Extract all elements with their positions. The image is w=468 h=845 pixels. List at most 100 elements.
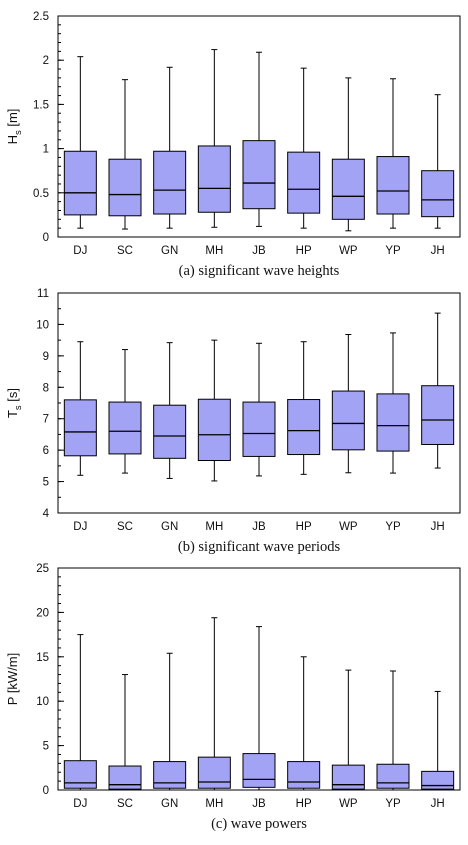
y-tick-label: 25 <box>36 563 49 575</box>
box-MH <box>197 49 231 228</box>
iqr-box <box>287 151 321 214</box>
x-tick-label: JH <box>431 245 445 257</box>
y-tick-label: 2 <box>43 55 49 67</box>
y-tick-label: 10 <box>36 319 49 331</box>
chart-panel-3: 0 5 10 15 20 25 P [kW/m] DJ SC GN MH JB HP WP YP JH (c) … <box>5 563 461 832</box>
y-tick-label: 2.5 <box>33 11 49 23</box>
x-tick-label: GN <box>161 521 178 533</box>
iqr-box <box>421 170 455 218</box>
iqr-box <box>242 140 276 210</box>
iqr-box <box>153 761 187 789</box>
box-HP <box>287 341 321 475</box>
iqr-box <box>63 399 97 457</box>
iqr-box <box>287 399 321 456</box>
box-YP <box>376 78 410 229</box>
box-GN <box>153 652 187 791</box>
y-tick-label: 20 <box>36 607 49 619</box>
y-tick-label: 0.5 <box>33 188 49 200</box>
box-SC <box>108 79 142 230</box>
y-axis-label: Ts [s] <box>5 388 24 418</box>
x-tick-label: MH <box>205 798 223 810</box>
box-MH <box>197 617 231 791</box>
box-WP <box>331 669 365 791</box>
box-HP <box>287 656 321 791</box>
y-tick-label: 15 <box>36 652 49 664</box>
y-tick-label: 4 <box>43 508 50 520</box>
y-tick-label: 8 <box>43 382 49 394</box>
x-tick-label: GN <box>161 798 178 810</box>
chart-caption: (a) significant wave heights <box>179 263 340 279</box>
y-tick-label: 11 <box>37 288 49 300</box>
box-JH <box>421 690 455 791</box>
iqr-box <box>421 770 455 790</box>
x-tick-label: JH <box>431 521 445 533</box>
iqr-box <box>197 145 231 213</box>
y-tick-label: 9 <box>43 351 49 363</box>
box-SC <box>108 674 142 791</box>
x-tick-label: YP <box>385 798 401 810</box>
iqr-box <box>108 765 142 790</box>
box-YP <box>376 670 410 791</box>
x-tick-label: YP <box>385 245 401 257</box>
iqr-box <box>287 761 321 789</box>
x-tick-label: DJ <box>73 245 87 257</box>
x-tick-label: MH <box>205 521 223 533</box>
box-GN <box>153 342 187 479</box>
x-tick-label: GN <box>161 245 178 257</box>
y-axis-label: Hs [m] <box>5 109 24 145</box>
y-tick-label: 7 <box>43 414 49 426</box>
y-tick-label: 5 <box>43 477 49 489</box>
iqr-box <box>376 393 410 452</box>
box-JB <box>242 51 276 227</box>
box-JB <box>242 626 276 791</box>
chart-caption: (b) significant wave periods <box>178 539 341 555</box>
box-HP <box>287 67 321 229</box>
x-tick-label: MH <box>205 245 223 257</box>
x-tick-label: WP <box>339 521 358 533</box>
box-WP <box>331 77 365 232</box>
x-tick-label: HP <box>296 521 312 533</box>
iqr-box <box>197 398 231 462</box>
iqr-box <box>153 404 187 459</box>
x-tick-label: SC <box>117 798 133 810</box>
y-tick-label: 5 <box>43 741 49 753</box>
x-tick-label: WP <box>339 245 358 257</box>
y-axis-label: P [kW/m] <box>5 653 20 705</box>
y-tick-label: 1 <box>43 144 49 156</box>
iqr-box <box>63 760 97 789</box>
x-tick-label: YP <box>385 521 401 533</box>
x-tick-label: WP <box>339 798 358 810</box>
x-tick-label: JB <box>252 798 266 810</box>
box-GN <box>153 66 187 229</box>
chart-caption: (c) wave powers <box>211 816 307 832</box>
iqr-box <box>197 756 231 789</box>
chart-panel-2: 4 5 6 7 8 9 10 11 Ts [s] DJ SC GN MH JB HP WP YP JH (b) si… <box>5 288 461 555</box>
iqr-box <box>331 390 365 451</box>
iqr-box <box>376 156 410 215</box>
iqr-box <box>242 753 276 788</box>
iqr-box <box>63 150 97 216</box>
x-tick-label: JB <box>252 245 266 257</box>
box-DJ <box>63 634 97 791</box>
y-tick-label: 6 <box>43 445 49 457</box>
y-tick-label: 10 <box>36 696 49 708</box>
chart-panel-1: 0 0.5 1 1.5 2 2.5 Hs [m] DJ SC GN MH JB HP WP YP JH (a) … <box>5 11 461 279</box>
box-JB <box>242 342 276 477</box>
plot-frame <box>57 15 461 238</box>
x-tick-label: SC <box>117 245 133 257</box>
y-tick-label: 0 <box>43 232 49 244</box>
box-YP <box>376 332 410 474</box>
x-tick-label: HP <box>296 798 312 810</box>
x-tick-label: SC <box>117 521 133 533</box>
box-SC <box>108 349 142 474</box>
y-tick-label: 1.5 <box>33 99 49 111</box>
iqr-box <box>376 763 410 789</box>
box-DJ <box>63 341 97 476</box>
x-tick-label: HP <box>296 245 312 257</box>
iqr-box <box>108 158 142 217</box>
y-tick-label: 0 <box>43 785 49 797</box>
iqr-box <box>108 401 142 455</box>
iqr-box <box>331 764 365 790</box>
box-MH <box>197 339 231 482</box>
